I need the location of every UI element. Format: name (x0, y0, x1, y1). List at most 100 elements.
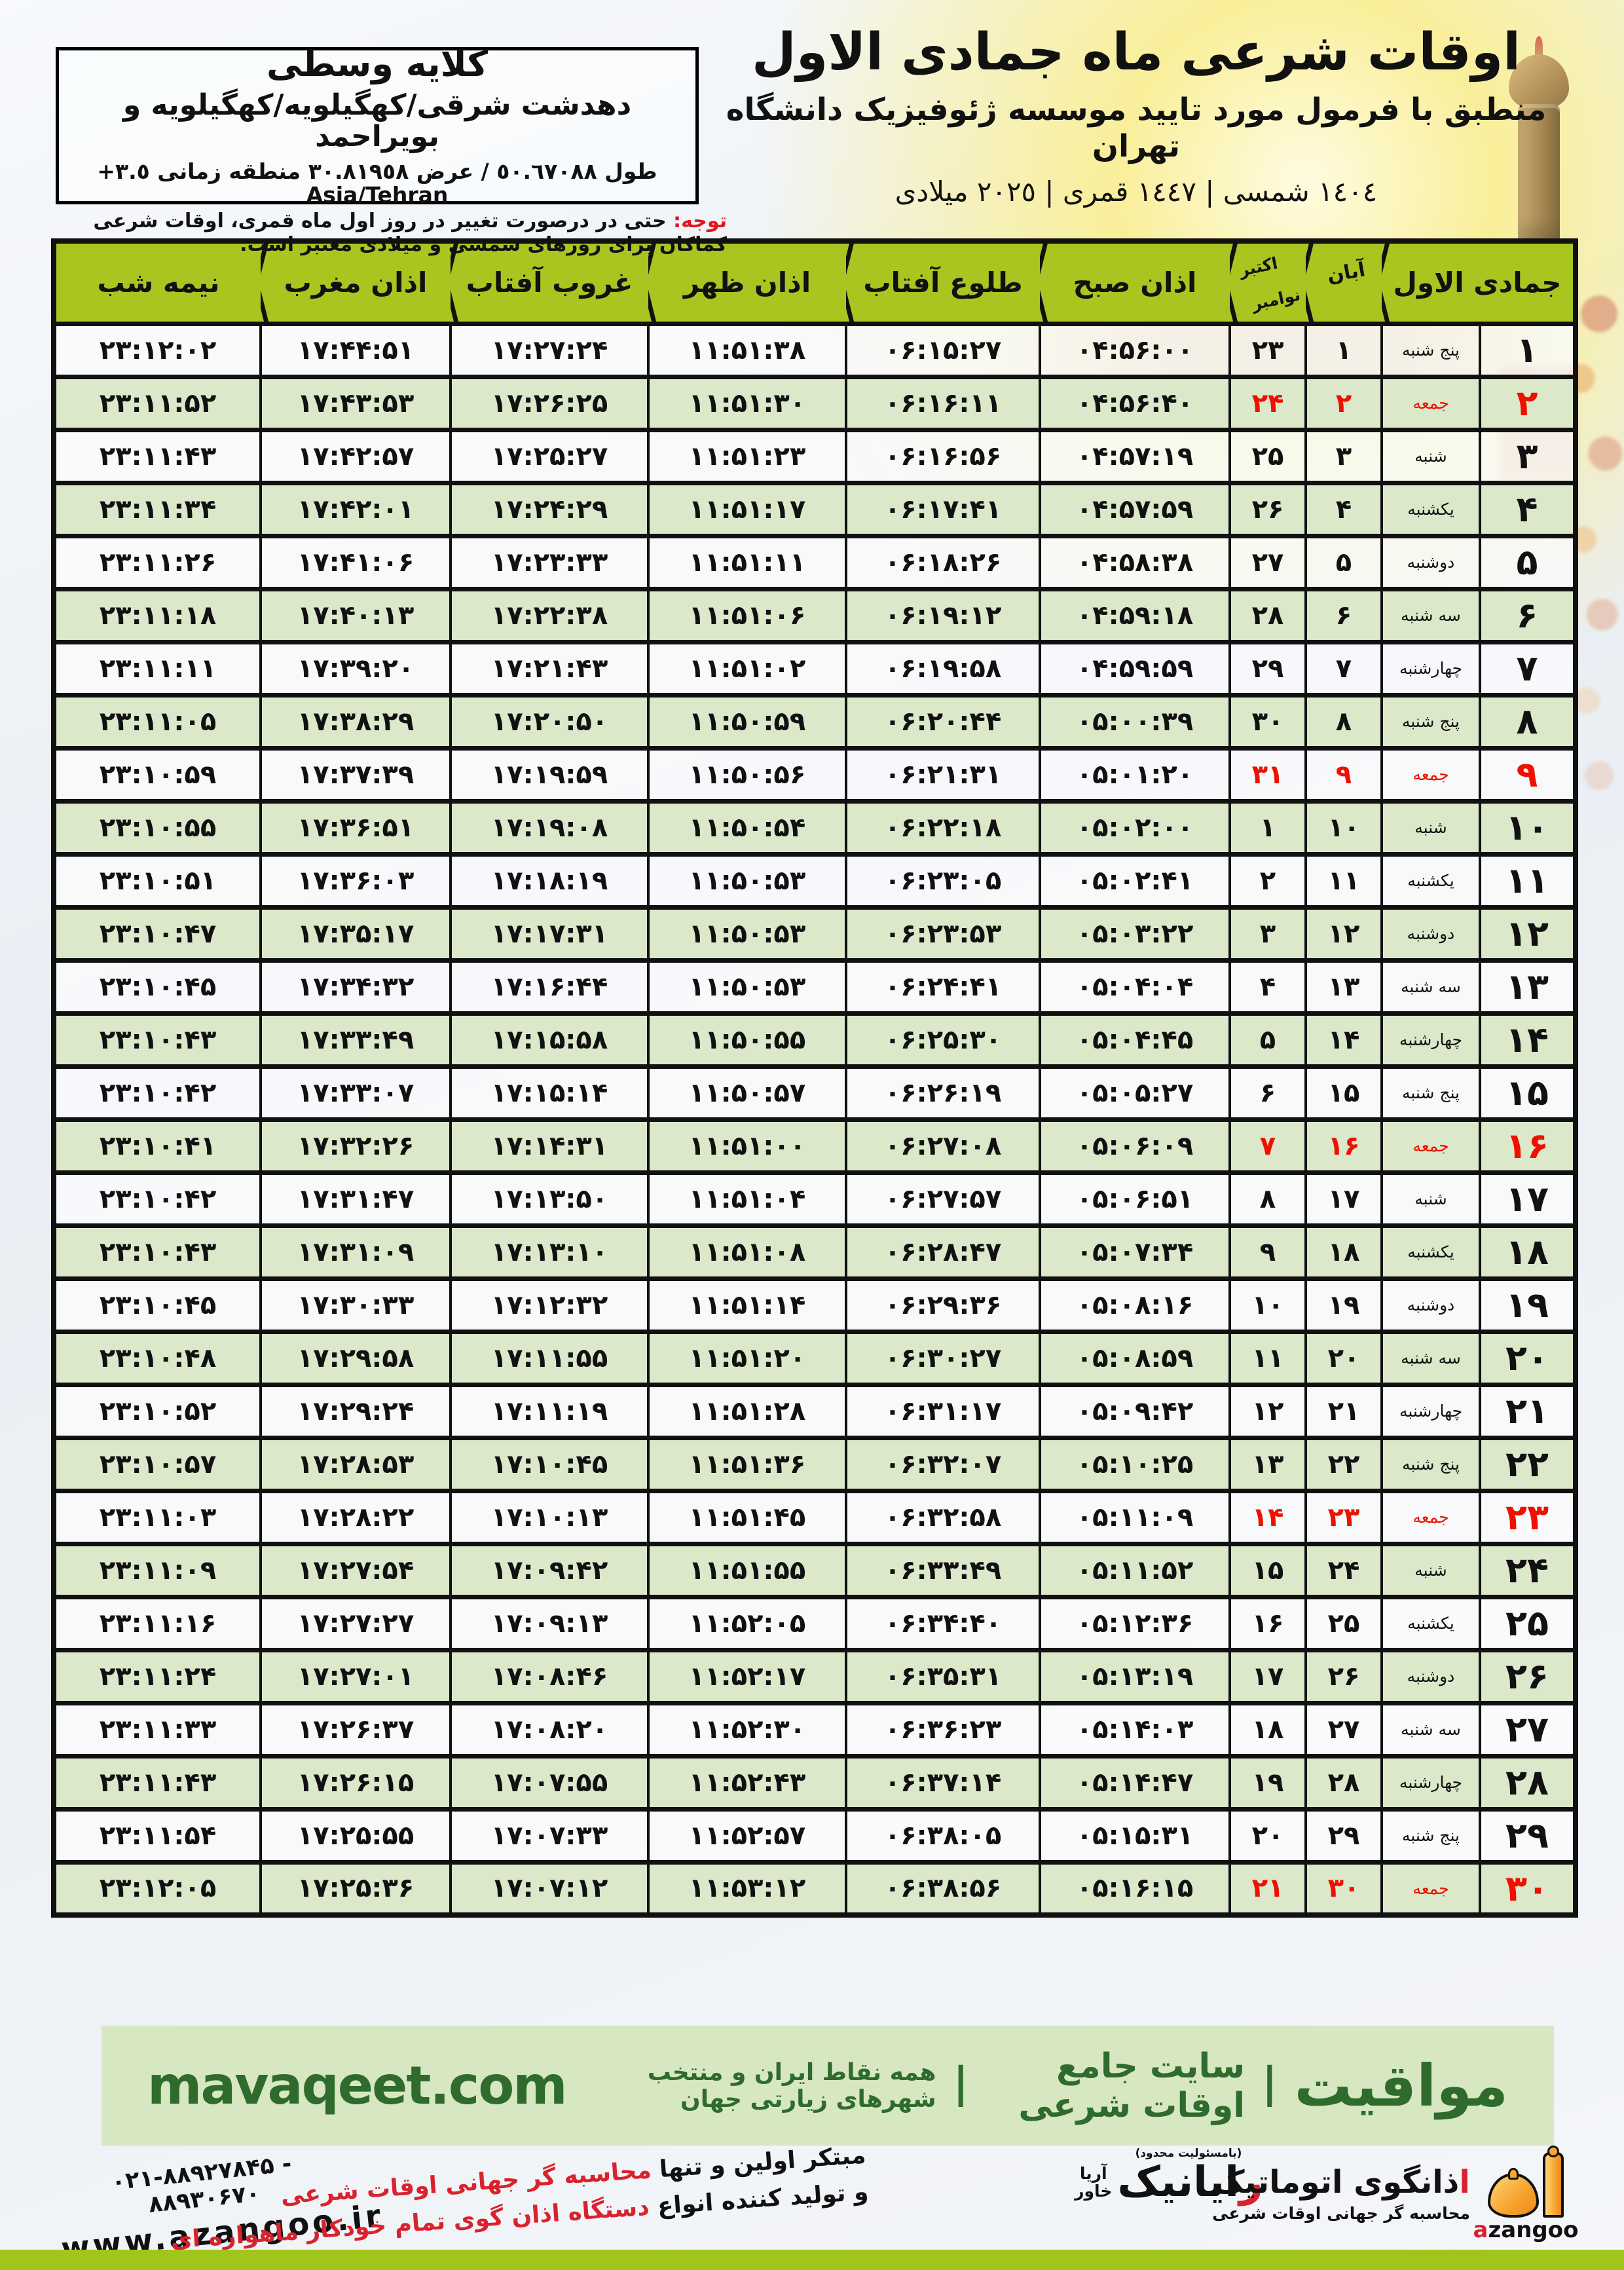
bottom-strip: ۰۲۱-۸۸۹۲۷۸۴۵ - ۸۸۹۳۰۶۷۰ www.azangoo.ir م… (0, 2142, 1624, 2267)
rayanik-tiny-label: (بامسئولیت محدود) (1135, 2147, 1242, 2160)
cell-aban-day: ۱۱ (1304, 851, 1383, 910)
cell-azan-zohr: ۱۱:۵۲:۴۳ (647, 1753, 847, 1812)
cell-azan-zohr: ۱۱:۵۱:۳۰ (647, 374, 847, 432)
cell-azan-sobh: ۰۴:۵۹:۱۸ (1039, 586, 1231, 644)
cell-gregorian-day: ۱۷ (1228, 1647, 1307, 1705)
cell-sunset: ۱۷:۰۷:۱۲ (449, 1859, 650, 1918)
cell-sunset: ۱۷:۰۷:۵۵ (449, 1753, 650, 1812)
header-october-label: اکتبر (1237, 253, 1280, 280)
cell-azan-zohr: ۱۱:۵۱:۲۸ (647, 1382, 847, 1440)
cell-aban-day: ۶ (1304, 586, 1383, 644)
cell-azan-zohr: ۱۱:۵۱:۰۰ (647, 1117, 847, 1175)
rayanik-side-bottom: خاور (1075, 2182, 1113, 2201)
cell-sunset: ۱۷:۰۸:۴۶ (449, 1647, 650, 1705)
cell-azan-maghreb: ۱۷:۲۷:۰۱ (259, 1647, 452, 1705)
cell-azan-sobh: ۰۵:۱۲:۳۶ (1039, 1594, 1231, 1652)
table-row: ۹ جمعه ۹ ۳۱ ۰۵:۰۱:۲۰ ۰۶:۲۱:۳۱ ۱۱:۵۰:۵۶ ۱… (52, 745, 1577, 804)
cell-aban-day: ۱۰ (1304, 798, 1383, 857)
cell-day-number: ۱۸ (1479, 1223, 1577, 1281)
cell-azan-maghreb: ۱۷:۳۲:۲۶ (259, 1117, 452, 1175)
cell-sunrise: ۰۶:۲۰:۴۴ (845, 692, 1041, 751)
cell-azan-maghreb: ۱۷:۴۱:۰۶ (259, 533, 452, 591)
table-row: ۲ جمعه ۲ ۲۴ ۰۴:۵۶:۴۰ ۰۶:۱۶:۱۱ ۱۱:۵۱:۳۰ ۱… (52, 374, 1577, 432)
cell-gregorian-day: ۱۹ (1228, 1753, 1307, 1812)
cell-weekday: دوشنبه (1380, 904, 1481, 963)
cell-gregorian-day: ۱۵ (1228, 1541, 1307, 1599)
cell-weekday: پنج شنبه (1380, 1806, 1481, 1865)
cell-aban-day: ۱۷ (1304, 1170, 1383, 1228)
cell-azan-zohr: ۱۱:۵۰:۵۴ (647, 798, 847, 857)
cell-azan-zohr: ۱۱:۵۰:۵۳ (647, 958, 847, 1016)
cell-day-number: ۲۲ (1479, 1435, 1577, 1493)
cell-aban-day: ۲۰ (1304, 1329, 1383, 1387)
cell-aban-day: ۲ (1304, 374, 1383, 432)
table-row: ۲۲ پنج شنبه ۲۲ ۱۳ ۰۵:۱۰:۲۵ ۰۶:۳۲:۰۷ ۱۱:۵… (52, 1435, 1577, 1493)
cell-midnight: ۲۳:۱۱:۱۶ (52, 1594, 262, 1652)
table-row: ۱۲ دوشنبه ۱۲ ۳ ۰۵:۰۳:۲۲ ۰۶:۲۳:۵۳ ۱۱:۵۰:۵… (52, 904, 1577, 963)
cell-azan-sobh: ۰۵:۰۶:۰۹ (1039, 1117, 1231, 1175)
banner-divider: | (953, 2058, 969, 2108)
cell-aban-day: ۲۲ (1304, 1435, 1383, 1493)
cell-sunset: ۱۷:۲۲:۳۸ (449, 586, 650, 644)
cell-azan-maghreb: ۱۷:۲۸:۲۲ (259, 1488, 452, 1546)
cell-azan-sobh: ۰۵:۱۴:۰۳ (1039, 1700, 1231, 1758)
cell-day-number: ۱۳ (1479, 958, 1577, 1016)
cell-midnight: ۲۳:۱۰:۴۸ (52, 1329, 262, 1387)
cell-midnight: ۲۳:۱۰:۵۵ (52, 798, 262, 857)
cell-aban-day: ۲۸ (1304, 1753, 1383, 1812)
cell-gregorian-day: ۳۰ (1228, 692, 1307, 751)
table-row: ۲۸ چهارشنبه ۲۸ ۱۹ ۰۵:۱۴:۴۷ ۰۶:۳۷:۱۴ ۱۱:۵… (52, 1753, 1577, 1812)
cell-azan-zohr: ۱۱:۵۲:۰۵ (647, 1594, 847, 1652)
cell-aban-day: ۷ (1304, 639, 1383, 698)
cell-gregorian-day: ۲۵ (1228, 427, 1307, 485)
cell-aban-day: ۳ (1304, 427, 1383, 485)
cell-gregorian-day: ۳ (1228, 904, 1307, 963)
cell-azan-sobh: ۰۵:۱۱:۰۹ (1039, 1488, 1231, 1546)
cell-sunrise: ۰۶:۳۸:۰۵ (845, 1806, 1041, 1865)
location-box: کلایه وسطی دهدشت شرقی/کهگیلویه/کهگیلویه … (56, 44, 699, 207)
cell-sunrise: ۰۶:۲۶:۱۹ (845, 1064, 1041, 1122)
cell-midnight: ۲۳:۱۱:۱۸ (52, 586, 262, 644)
cell-azan-maghreb: ۱۷:۲۹:۵۸ (259, 1329, 452, 1387)
cell-weekday: پنج شنبه (1380, 692, 1481, 751)
cell-sunset: ۱۷:۱۶:۴۴ (449, 958, 650, 1016)
cell-aban-day: ۴ (1304, 480, 1383, 538)
cell-sunset: ۱۷:۱۰:۴۵ (449, 1435, 650, 1493)
cell-azan-sobh: ۰۵:۰۸:۱۶ (1039, 1276, 1231, 1334)
azangoo-initial: ا (1459, 2164, 1470, 2201)
cell-azan-sobh: ۰۵:۰۴:۰۴ (1039, 958, 1231, 1016)
cell-azan-maghreb: ۱۷:۳۹:۲۰ (259, 639, 452, 698)
cell-day-number: ۱۹ (1479, 1276, 1577, 1334)
cell-sunrise: ۰۶:۲۴:۴۱ (845, 958, 1041, 1016)
cell-gregorian-day: ۲۰ (1228, 1806, 1307, 1865)
cell-weekday: سه شنبه (1380, 1329, 1481, 1387)
cell-day-number: ۱ (1479, 321, 1577, 379)
cell-azan-zohr: ۱۱:۵۲:۱۷ (647, 1647, 847, 1705)
cell-weekday: یکشنبه (1380, 480, 1481, 538)
rayanik-rest: ایانیک (1117, 2158, 1240, 2206)
cell-gregorian-day: ۲۷ (1228, 533, 1307, 591)
minaret-tower-icon (1518, 104, 1560, 246)
cell-azan-sobh: ۰۴:۵۶:۰۰ (1039, 321, 1231, 379)
table-row: ۱۶ جمعه ۱۶ ۷ ۰۵:۰۶:۰۹ ۰۶:۲۷:۰۸ ۱۱:۵۱:۰۰ … (52, 1117, 1577, 1175)
cell-azan-sobh: ۰۴:۵۷:۵۹ (1039, 480, 1231, 538)
cell-azan-maghreb: ۱۷:۳۵:۱۷ (259, 904, 452, 963)
cell-midnight: ۲۳:۱۰:۵۱ (52, 851, 262, 910)
table-row: ۵ دوشنبه ۵ ۲۷ ۰۴:۵۸:۳۸ ۰۶:۱۸:۲۶ ۱۱:۵۱:۱۱… (52, 533, 1577, 591)
cell-azan-zohr: ۱۱:۵۰:۵۹ (647, 692, 847, 751)
table-row: ۶ سه شنبه ۶ ۲۸ ۰۴:۵۹:۱۸ ۰۶:۱۹:۱۲ ۱۱:۵۱:۰… (52, 586, 1577, 644)
cell-sunrise: ۰۶:۲۵:۳۰ (845, 1011, 1041, 1069)
cell-sunset: ۱۷:۱۵:۵۸ (449, 1011, 650, 1069)
cell-midnight: ۲۳:۱۰:۵۲ (52, 1382, 262, 1440)
cell-midnight: ۲۳:۱۱:۲۶ (52, 533, 262, 591)
table-row: ۲۳ جمعه ۲۳ ۱۴ ۰۵:۱۱:۰۹ ۰۶:۳۲:۵۸ ۱۱:۵۱:۴۵… (52, 1488, 1577, 1546)
header-azan-sobh: اذان صبح (1040, 241, 1230, 326)
cell-weekday: پنج شنبه (1380, 321, 1481, 379)
cell-azan-zohr: ۱۱:۵۱:۰۲ (647, 639, 847, 698)
cell-aban-day: ۲۱ (1304, 1382, 1383, 1440)
cell-aban-day: ۱۸ (1304, 1223, 1383, 1281)
cell-sunset: ۱۷:۱۵:۱۴ (449, 1064, 650, 1122)
cell-gregorian-day: ۲۳ (1228, 321, 1307, 379)
minaret-icon (1543, 2152, 1564, 2218)
